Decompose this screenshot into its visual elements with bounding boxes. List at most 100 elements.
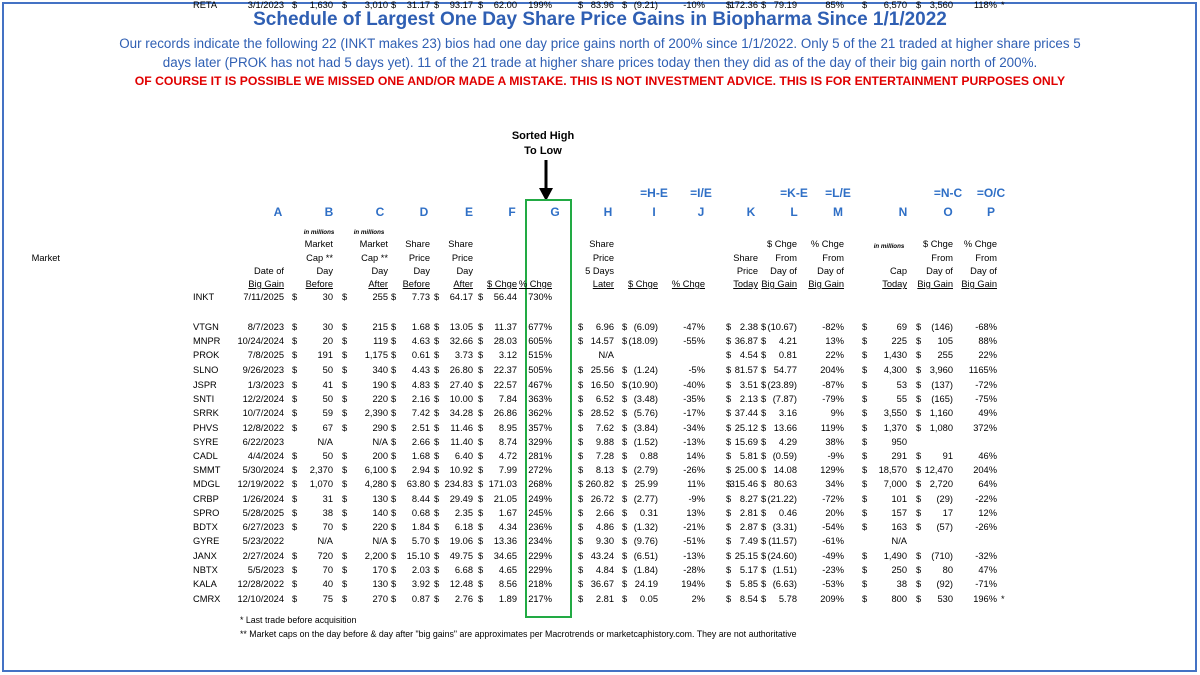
dollar-sign-mdgl-f: $	[478, 479, 484, 489]
cell-kala-g: 218%	[528, 579, 552, 589]
cell-spro-g: 245%	[528, 508, 552, 518]
dollar-sign-reta-f: $	[478, 0, 484, 10]
ticker-mdgl: MDGL	[193, 479, 220, 489]
cell-cadl-b: 50	[322, 451, 333, 461]
dollar-sign-crbp-n: $	[862, 494, 868, 504]
dollar-sign-kala-f: $	[478, 579, 484, 589]
cell-kala-n: 38	[896, 579, 907, 589]
dollar-sign-srrk-o: $	[916, 408, 922, 418]
cell-syre-a: 6/22/2023	[242, 437, 284, 447]
header-n-line-2: Market	[31, 253, 60, 263]
cell-mnpr-i: (18.09)	[628, 336, 658, 346]
cell-cmrx-d: 0.87	[411, 594, 430, 604]
cell-mdgl-c: 4,280	[364, 479, 388, 489]
cell-gyre-l: (11.57)	[768, 536, 797, 546]
dollar-sign-mnpr-l: $	[761, 336, 767, 346]
cell-janx-d: 15.10	[406, 551, 430, 561]
dollar-sign-srrk-i: $	[622, 408, 628, 418]
header-h-line-3: 5 Days	[585, 266, 614, 276]
cell-vtgn-f: 11.37	[494, 322, 517, 332]
cell-mnpr-k: 36.87	[734, 336, 758, 346]
dollar-sign-slno-i: $	[622, 365, 628, 375]
dollar-sign-cmrx-l: $	[761, 594, 767, 604]
cell-nbtx-b: 70	[322, 565, 333, 575]
cell-cmrx-m: 209%	[820, 594, 844, 604]
header-l-line-4: Big Gain	[761, 279, 797, 289]
dollar-sign-janx-b: $	[292, 551, 298, 561]
dollar-sign-cmrx-n: $	[862, 594, 868, 604]
header-p-line-4: Big Gain	[961, 279, 997, 289]
dollar-sign-syre-h: $	[578, 437, 584, 447]
cell-vtgn-i: (6.09)	[633, 322, 658, 332]
cell-cadl-h: 7.28	[595, 451, 614, 461]
cell-gyre-k: 7.49	[739, 536, 758, 546]
cell-cmrx-f: 1.89	[498, 594, 517, 604]
dollar-sign-spro-l: $	[761, 508, 767, 518]
dollar-sign-gyre-d: $	[391, 536, 397, 546]
cell-kala-a: 12/28/2022	[237, 579, 284, 589]
cell-janx-p: -32%	[975, 551, 997, 561]
cell-crbp-h: 26.72	[590, 494, 614, 504]
cell-vtgn-k: 2.38	[739, 322, 758, 332]
cell-mdgl-a: 12/19/2022	[237, 479, 284, 489]
dollar-sign-slno-d: $	[391, 365, 397, 375]
dollar-sign-crbp-e: $	[434, 494, 440, 504]
dollar-sign-cadl-l: $	[761, 451, 767, 461]
cell-kala-p: -71%	[975, 579, 997, 589]
cell-cadl-m: -9%	[827, 451, 844, 461]
in-millions-note-b: in millions	[303, 229, 335, 236]
column-letter-l: L	[790, 205, 798, 219]
dollar-sign-nbtx-n: $	[862, 565, 868, 575]
cell-bdtx-a: 6/27/2023	[242, 522, 284, 532]
cell-slno-c: 340	[372, 365, 388, 375]
cell-nbtx-h: 4.84	[595, 565, 614, 575]
cell-phvs-i: (3.84)	[633, 423, 658, 433]
dollar-sign-spro-c: $	[342, 508, 348, 518]
dollar-sign-smmt-e: $	[434, 465, 440, 475]
dollar-sign-bdtx-b: $	[292, 522, 298, 532]
dollar-sign-nbtx-o: $	[916, 565, 922, 575]
cell-reta-m: 85%	[825, 0, 844, 10]
header-p-line-1: % Chge	[963, 239, 997, 249]
cell-mnpr-f: 28.03	[493, 336, 517, 346]
cell-jspr-e: 27.40	[449, 380, 473, 390]
cell-slno-h: 25.56	[590, 365, 614, 375]
dollar-sign-inkt-c: $	[342, 292, 348, 302]
cell-srrk-e: 34.28	[449, 408, 473, 418]
cell-mdgl-p: 64%	[978, 479, 997, 489]
dollar-sign-inkt-e: $	[434, 292, 440, 302]
disclaimer-warning: OF COURSE IT IS POSSIBLE WE MISSED ONE A…	[134, 74, 1066, 88]
ticker-reta: RETA	[193, 0, 218, 10]
dollar-sign-spro-n: $	[862, 508, 868, 518]
cell-mdgl-n: 7,000	[883, 479, 907, 489]
note-reta: *	[1001, 0, 1005, 10]
cell-mnpr-l: 4.21	[778, 336, 797, 346]
cell-vtgn-o: (146)	[931, 322, 953, 332]
dollar-sign-reta-h: $	[578, 0, 584, 10]
cell-kala-j: 194%	[681, 579, 705, 589]
header-f-line-4: $ Chge	[487, 279, 517, 289]
ticker-cadl: CADL	[193, 451, 218, 461]
cell-jspr-j: -40%	[683, 380, 705, 390]
cell-reta-c: 3,010	[364, 0, 388, 10]
cell-spro-p: 12%	[978, 508, 997, 518]
cell-jspr-f: 22.57	[493, 380, 517, 390]
cell-syre-k: 15.69	[734, 437, 758, 447]
cell-nbtx-k: 5.17	[739, 565, 758, 575]
subtitle-line-1: Our records indicate the following 22 (I…	[119, 36, 1081, 51]
cell-bdtx-p: -26%	[975, 522, 997, 532]
dollar-sign-janx-h: $	[578, 551, 584, 561]
cell-crbp-e: 29.49	[449, 494, 473, 504]
cell-smmt-i: (2.79)	[633, 465, 658, 475]
dollar-sign-crbp-h: $	[578, 494, 584, 504]
dollar-sign-vtgn-h: $	[578, 322, 584, 332]
cell-cadl-g: 281%	[528, 451, 552, 461]
dollar-sign-reta-l: $	[761, 0, 767, 10]
header-o-line-4: Big Gain	[917, 279, 953, 289]
dollar-sign-spro-i: $	[622, 508, 628, 518]
cell-prok-m: 22%	[825, 350, 844, 360]
dollar-sign-reta-e: $	[434, 0, 440, 10]
dollar-sign-kala-o: $	[916, 579, 922, 589]
dollar-sign-cmrx-o: $	[916, 594, 922, 604]
